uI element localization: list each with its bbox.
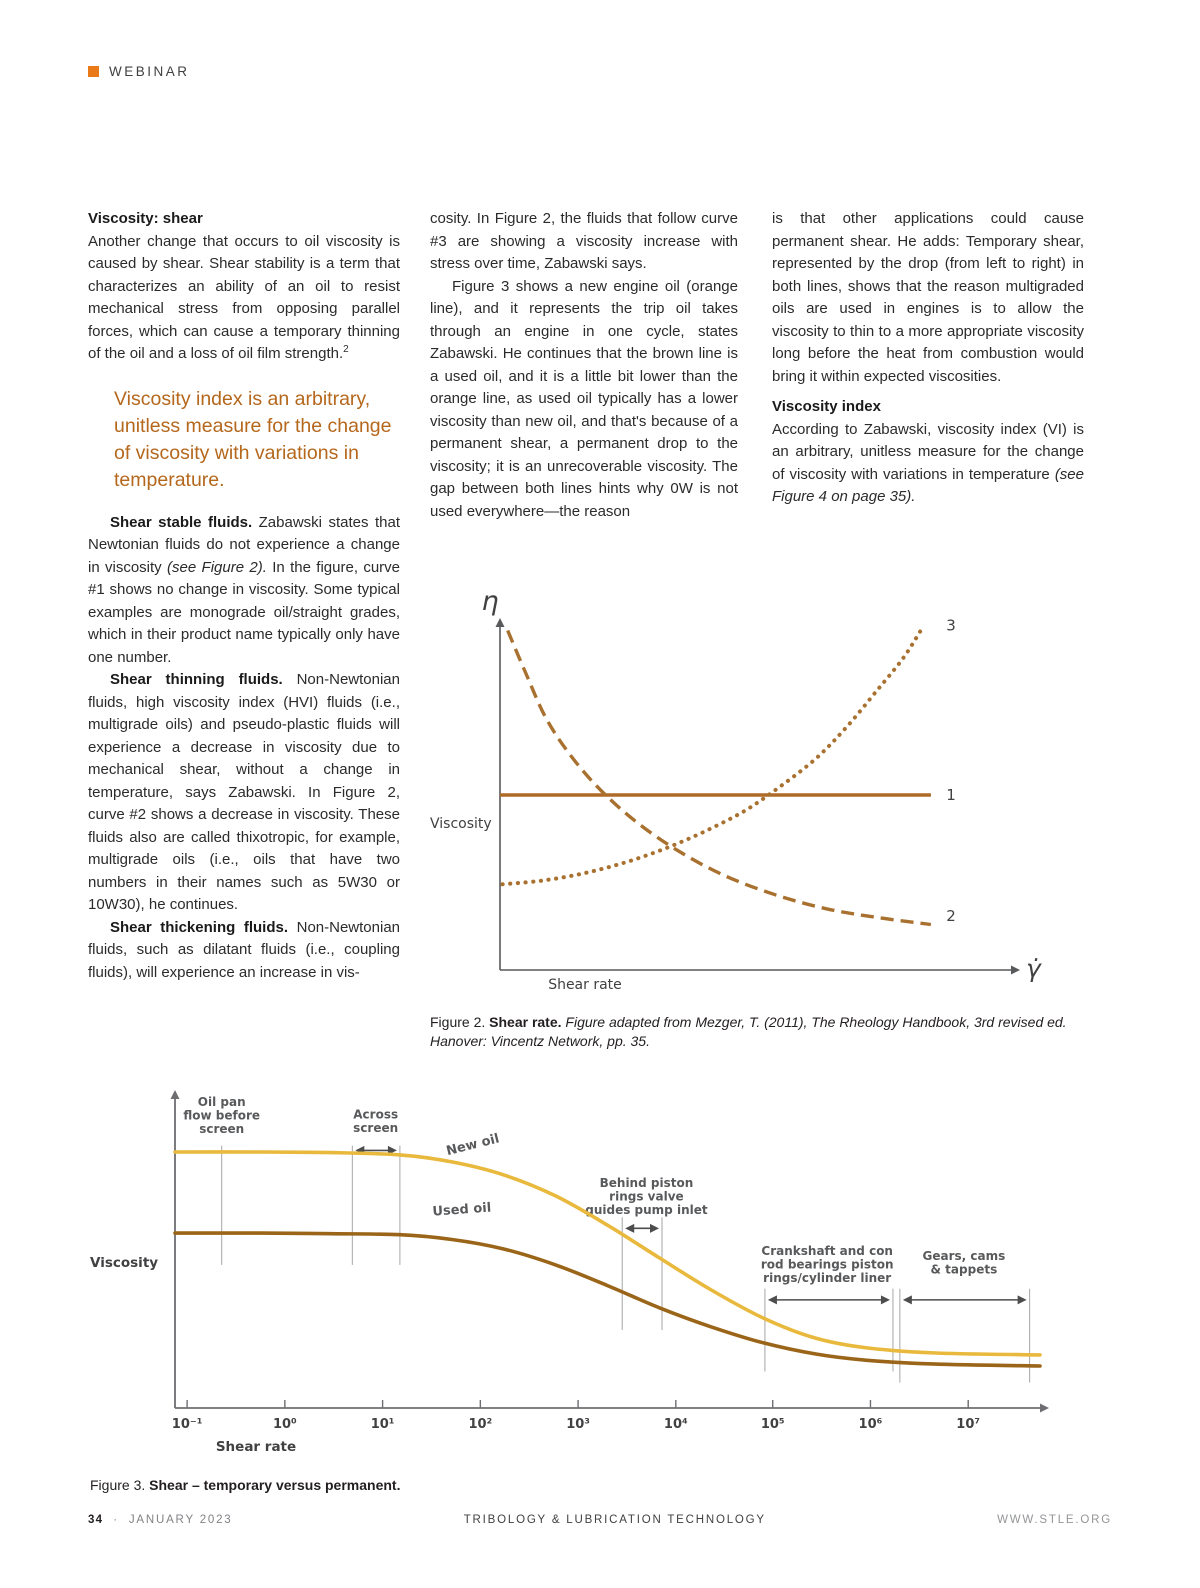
pull-quote: Viscosity index is an arbitrary, unitles… xyxy=(114,387,392,491)
x-axis-label: Shear rate xyxy=(216,1439,296,1455)
paragraph: Shear thickening fluids. Non-Newtonian f… xyxy=(88,918,400,981)
column-3: is that other applications could cause p… xyxy=(772,208,1084,509)
paragraph: is that other applications could cause p… xyxy=(772,210,1084,385)
paragraph: Shear thinning fluids. Non-Newtonian flu… xyxy=(88,671,400,913)
tick-label: 10⁶ xyxy=(859,1417,883,1432)
tick-label: 10¹ xyxy=(371,1417,395,1432)
paragraph-lead: Shear stable fluids. xyxy=(110,513,253,531)
tick-label: 10⁵ xyxy=(761,1417,785,1432)
tick-label: 10⁻¹ xyxy=(172,1417,203,1432)
annotation-label: & tappets xyxy=(931,1263,998,1277)
figure-3-caption: Figure 3. Shear – temporary versus perma… xyxy=(90,1477,401,1493)
paragraph: Shear stable fluids. Zabawski states tha… xyxy=(88,513,401,666)
tick-label: 10⁷ xyxy=(956,1417,980,1432)
page-footer: 34 · JANUARY 2023 TRIBOLOGY & LUBRICATIO… xyxy=(88,1514,1112,1526)
curve-2 xyxy=(506,629,932,927)
curve-label-1: 1 xyxy=(946,786,956,804)
paragraph-lead: Shear thickening fluids. xyxy=(110,918,289,936)
annotation-label: flow before xyxy=(183,1108,260,1122)
paragraph: According to Zabawski, viscosity index (… xyxy=(772,420,1084,506)
annotation-label: screen xyxy=(199,1122,244,1136)
tick-label: 10⁰ xyxy=(273,1417,297,1432)
footer-website: WWW.STLE.ORG xyxy=(997,1514,1112,1526)
gamma-dot-symbol: γ̇ xyxy=(1026,954,1042,983)
annotation-label: Oil pan xyxy=(198,1095,246,1109)
column-1: Viscosity: shear Another change that occ… xyxy=(88,208,400,984)
annotation-label: Behind piston xyxy=(600,1176,694,1190)
curve-label-2: 2 xyxy=(946,907,956,925)
figure-3-chart: 10⁻¹ 10⁰ 10¹ 10² 10³ 10⁴ 10⁵ 10⁶ 10⁷ Shear rate Vi… xyxy=(90,1090,1049,1455)
paragraph: Figure 3 shows a new engine oil (orange … xyxy=(430,277,738,520)
kicker-label: WEBINAR xyxy=(109,64,190,79)
figure-reference: (see Figure 4 on page 35). xyxy=(772,465,1084,506)
heading-viscosity-shear: Viscosity: shear xyxy=(88,210,203,227)
y-axis-label: Viscosity xyxy=(90,1255,158,1271)
annotation-label: rings valve xyxy=(609,1189,683,1203)
curve-used-oil xyxy=(173,1231,1042,1368)
paragraph: Another change that occurs to oil viscos… xyxy=(88,232,400,363)
figure-2-chart: η γ̇ Viscosity Shear rate 1 2 3 xyxy=(430,586,1042,993)
footnote-ref: 2 xyxy=(343,344,349,355)
annotation-label: Crankshaft and con xyxy=(761,1244,893,1258)
footer-journal-title: TRIBOLOGY & LUBRICATION TECHNOLOGY xyxy=(463,1514,766,1526)
column-2: cosity. In Figure 2, the fluids that fol… xyxy=(430,208,738,523)
paragraph-lead: Shear thinning fluids. xyxy=(110,671,283,688)
y-axis-label: Viscosity xyxy=(430,816,492,832)
eta-symbol: η xyxy=(481,586,498,617)
annotation-label: Gears, cams xyxy=(923,1249,1006,1263)
tick-label: 10² xyxy=(468,1417,492,1432)
figure-reference: (see Figure 2). xyxy=(167,558,267,576)
annotation-label: rings/cylinder liner xyxy=(763,1271,891,1285)
paragraph: cosity. In Figure 2, the fluids that fol… xyxy=(430,210,738,272)
x-axis-label: Shear rate xyxy=(548,977,622,993)
curve-label-3: 3 xyxy=(946,616,956,634)
annotation-label: screen xyxy=(353,1121,398,1135)
footer-page-info: 34 · JANUARY 2023 xyxy=(88,1514,233,1526)
figure-2: η γ̇ Viscosity Shear rate 1 2 3 Figure 2. Shea… xyxy=(430,560,1112,1051)
curve-name-label: New oil xyxy=(445,1131,501,1159)
annotation-label: rod bearings piston xyxy=(761,1258,894,1272)
figure-2-caption: Figure 2. Shear rate. Figure adapted fro… xyxy=(430,1014,1067,1049)
tick-label: 10³ xyxy=(566,1417,590,1432)
heading-viscosity-index: Viscosity index xyxy=(772,398,881,415)
annotation-label: Across xyxy=(353,1107,398,1121)
curve-3 xyxy=(500,628,923,887)
kicker-square-icon xyxy=(88,66,99,77)
curve-new-oil xyxy=(173,1150,1042,1357)
figure-3: 10⁻¹ 10⁰ 10¹ 10² 10³ 10⁴ 10⁵ 10⁶ 10⁷ Shear rate Vi… xyxy=(88,1080,1112,1495)
curve-name-label: Used oil xyxy=(432,1201,492,1220)
tick-label: 10⁴ xyxy=(664,1417,688,1432)
kicker: WEBINAR xyxy=(88,64,190,79)
annotation-label: guides pump inlet xyxy=(585,1203,708,1217)
